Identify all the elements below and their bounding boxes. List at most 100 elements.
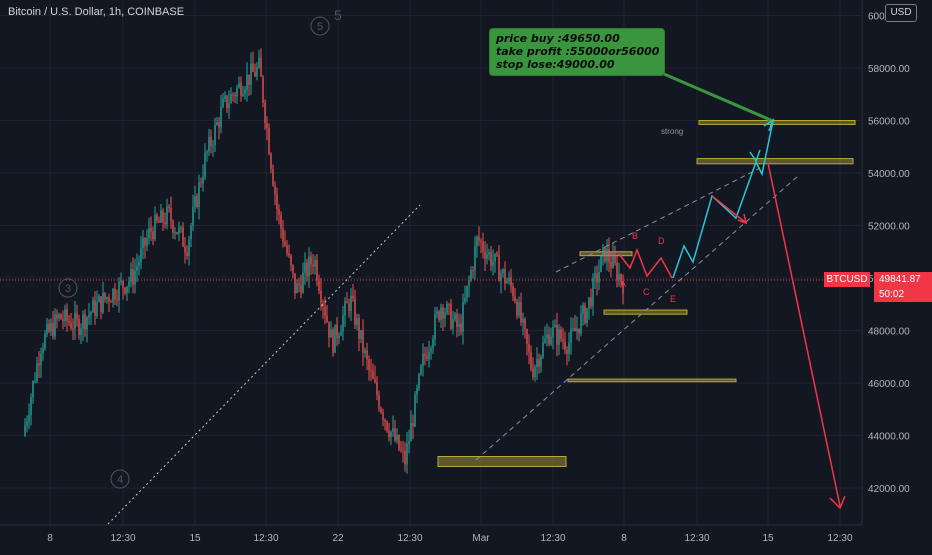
candle-body	[534, 367, 536, 378]
candle-body	[182, 227, 184, 247]
candle-body	[398, 435, 400, 450]
candle-body	[168, 206, 170, 209]
candle-body	[426, 356, 428, 359]
candle-body	[300, 285, 302, 293]
candle-body	[194, 196, 196, 208]
wave-numeral-5: 5	[334, 7, 342, 23]
candle-body	[480, 240, 482, 243]
candle-body	[590, 297, 592, 307]
x-tick-label: 12:30	[397, 533, 422, 544]
candle-body	[594, 273, 596, 278]
candle-body	[548, 334, 550, 345]
candle-body	[568, 343, 570, 354]
candle-body	[354, 298, 356, 326]
candle-body	[516, 301, 518, 316]
candle-body	[606, 249, 608, 262]
candlestick-series	[24, 48, 624, 474]
candle-body	[104, 292, 106, 299]
candle-body	[288, 253, 290, 256]
candle-body	[368, 359, 370, 370]
currency-button[interactable]: USD	[885, 4, 917, 22]
trendline-dotted	[107, 204, 421, 525]
candle-body	[268, 127, 270, 155]
candle-body	[566, 349, 568, 354]
candle-body	[576, 328, 578, 332]
candle-body	[456, 314, 458, 327]
x-axis[interactable]: 8 12:30 15 12:30 22 12:30 Mar 12:30 8 12:30 15 12:3…	[47, 533, 853, 544]
candle-body	[100, 296, 102, 313]
candle-body	[52, 323, 54, 337]
candle-body	[270, 154, 272, 169]
candle-body	[474, 246, 476, 271]
y-tick-label: 46000.00	[868, 379, 910, 390]
candle-body	[598, 271, 600, 283]
candle-body	[526, 329, 528, 344]
last-price-badge: 49841.87 50:02	[874, 272, 932, 302]
x-tick-label: 12:30	[110, 533, 135, 544]
candle-body	[286, 245, 288, 254]
candle-body	[574, 327, 576, 332]
y-tick-label: 44000.00	[868, 432, 910, 443]
candle-body	[622, 282, 624, 294]
candle-body	[366, 350, 368, 360]
candle-body	[360, 330, 362, 339]
candle-body	[238, 82, 240, 88]
x-tick-label: 12:30	[540, 533, 565, 544]
candle-body	[408, 441, 410, 444]
price-zone	[437, 456, 567, 467]
candle-body	[230, 94, 232, 104]
projection-path-down	[767, 162, 841, 507]
candle-body	[410, 422, 412, 442]
candle-body	[38, 363, 40, 366]
candle-body	[376, 381, 378, 396]
candle-body	[114, 288, 116, 300]
candle-body	[256, 66, 258, 77]
candle-body	[584, 305, 586, 323]
candle-body	[612, 255, 614, 268]
candle-body	[274, 185, 276, 195]
arrowhead-up	[763, 118, 775, 132]
candle-body	[596, 273, 598, 283]
candle-body	[28, 415, 30, 422]
candle-body	[174, 232, 176, 234]
y-axis[interactable]: 42000.0044000.0046000.0048000.0050000.00…	[868, 12, 910, 496]
candle-body	[308, 256, 310, 277]
candle-body	[464, 297, 466, 302]
candle-body	[178, 227, 180, 234]
candle-body	[500, 273, 502, 282]
candle-body	[510, 277, 512, 286]
candle-body	[276, 194, 278, 209]
candle-body	[492, 261, 494, 266]
candle-body	[60, 314, 62, 320]
candle-body	[62, 319, 64, 322]
candle-body	[496, 253, 498, 256]
candle-body	[458, 323, 460, 327]
candle-body	[292, 265, 294, 274]
candle-body	[536, 358, 538, 368]
y-tick-label: 52000.00	[868, 222, 910, 233]
candle-body	[450, 304, 452, 329]
trade-note[interactable]: price buy :49650.00 take profit :55000or…	[489, 28, 665, 76]
wave-label-e: E	[670, 294, 676, 304]
arrowhead-down	[829, 495, 846, 510]
candle-body	[382, 412, 384, 420]
candle-body	[332, 329, 334, 353]
candle-body	[86, 317, 88, 330]
candle-body	[314, 260, 316, 267]
candle-body	[220, 107, 222, 128]
candle-body	[472, 270, 474, 272]
candle-body	[218, 122, 220, 128]
candle-body	[258, 57, 260, 67]
candle-body	[504, 269, 506, 284]
candle-body	[176, 232, 178, 234]
candle-body	[558, 329, 560, 345]
bar-countdown: 50:02	[879, 289, 905, 300]
candle-body	[280, 214, 282, 229]
candle-body	[570, 328, 572, 344]
candle-body	[420, 365, 422, 375]
candle-body	[498, 255, 500, 282]
price-zone	[698, 120, 856, 125]
candle-body	[224, 95, 226, 99]
